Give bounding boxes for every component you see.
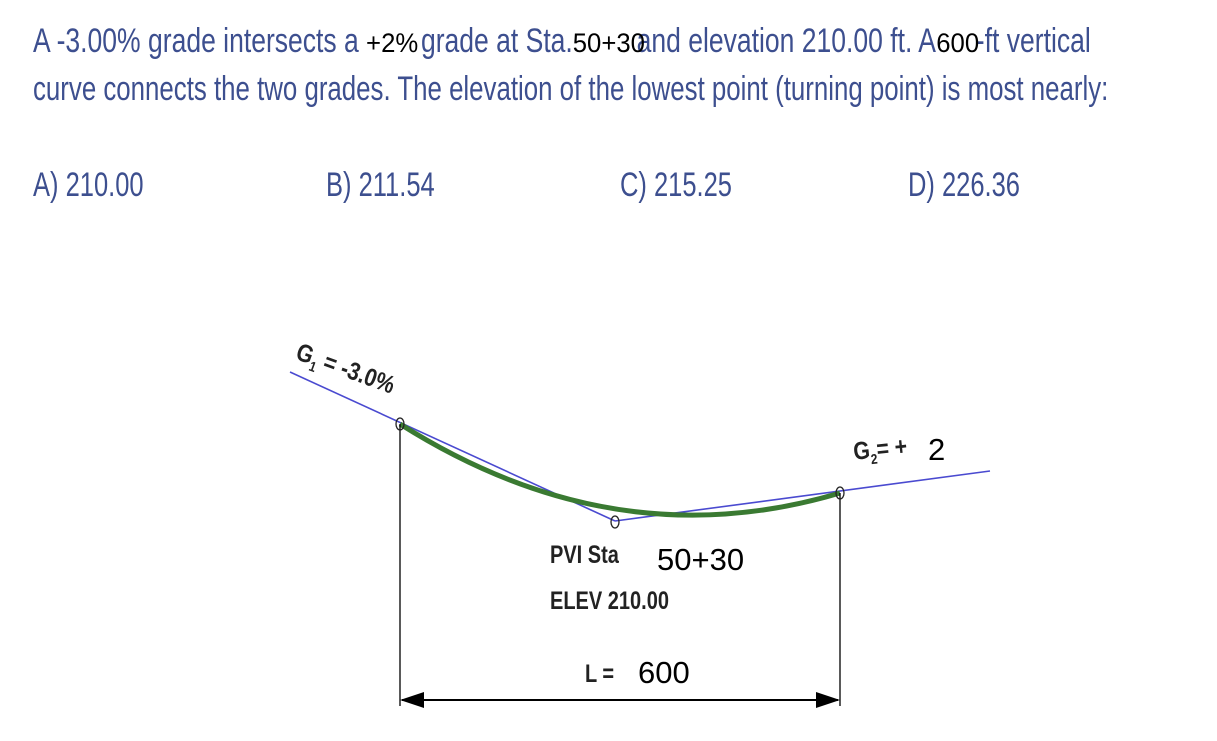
option-b[interactable]: B) 211.54 — [326, 166, 435, 204]
vertical-curve — [398, 421, 841, 518]
pvi-station-value: 50+30 — [657, 542, 745, 577]
question-line-2: curve connects the two grades. The eleva… — [33, 70, 1109, 108]
pvi-station-label: PVI Sta — [550, 541, 619, 569]
option-d[interactable]: D) 226.36 — [908, 166, 1020, 204]
length-label: L = — [585, 660, 615, 688]
option-c[interactable]: C) 215.25 — [620, 166, 732, 204]
question-line-1: A -3.00% grade intersects a +2% grade at… — [33, 22, 1091, 61]
question-text: A -3.00% grade intersects a — [33, 22, 367, 60]
question-text: and elevation 210.00 ft. A — [636, 22, 936, 60]
pvi-elevation: ELEV 210.00 — [550, 587, 669, 615]
bvc-point — [395, 417, 405, 431]
length-value: 600 — [935, 28, 979, 58]
grade-2-value: +2% — [366, 28, 419, 58]
g2-value: 2 — [928, 432, 946, 467]
question-text: -ft vertical — [975, 22, 1091, 60]
g2-label: G2= + — [852, 432, 909, 468]
pvi-point — [610, 515, 620, 529]
length-value: 600 — [638, 655, 690, 690]
option-a[interactable]: A) 210.00 — [33, 166, 144, 204]
question-text: grade at Sta. — [413, 22, 573, 60]
station-value: 50+30 — [572, 28, 645, 58]
evc-point — [835, 486, 845, 500]
